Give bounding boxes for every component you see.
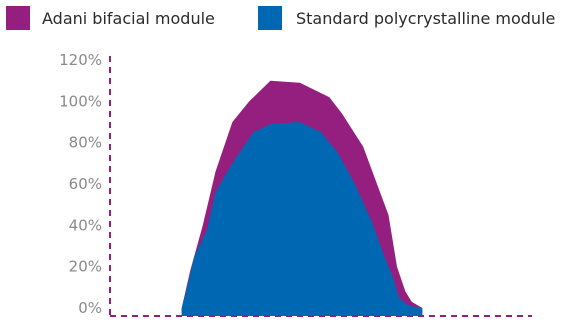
- legend-swatch-polycrystalline: [258, 6, 282, 30]
- y-tick-label: 100%: [59, 92, 102, 110]
- y-tick-label: 20%: [69, 258, 102, 276]
- y-tick-label: 60%: [69, 175, 102, 193]
- y-tick-label: 40%: [69, 216, 102, 234]
- legend-label-bifacial: Adani bifacial module: [42, 9, 215, 28]
- legend-swatch-bifacial: [6, 6, 30, 30]
- y-tick-label: 120%: [59, 51, 102, 69]
- area-series-polycrystalline: [181, 122, 423, 316]
- y-tick-label: 0%: [78, 299, 102, 317]
- y-axis-ticks: 0% 20% 40% 60% 80% 100% 120%: [59, 51, 102, 317]
- area-series: [181, 80, 423, 316]
- legend: Adani bifacial module Standard polycryst…: [6, 6, 555, 30]
- legend-label-polycrystalline: Standard polycrystalline module: [296, 9, 555, 28]
- y-tick-label: 80%: [69, 134, 102, 152]
